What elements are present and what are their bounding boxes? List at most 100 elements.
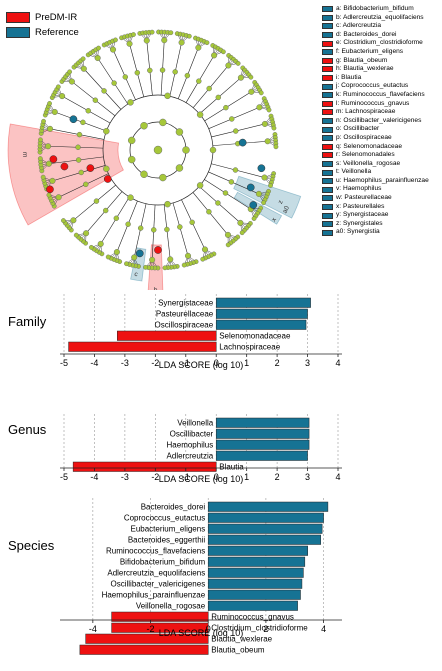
clade-node-order xyxy=(111,80,117,86)
clade-node-leaf xyxy=(225,242,231,248)
clade-node-family xyxy=(178,39,185,46)
bar-blautia_wexlerae xyxy=(85,633,209,644)
cladogram-key-swatch xyxy=(322,152,333,159)
clade-node-family xyxy=(149,256,156,263)
clade-node-class xyxy=(175,164,184,172)
cladogram-key-swatch xyxy=(322,40,333,47)
clade-node-order xyxy=(223,104,229,111)
clade-node-class xyxy=(127,194,134,201)
cladogram-key-label: u: Haemophilus_parainfluenzae xyxy=(336,176,429,184)
clade-node-order xyxy=(101,88,107,94)
clade-node-leaf xyxy=(221,49,226,55)
lda-bar-charts: Synergistaceae Pasteurellaceae Oscillospir… xyxy=(8,294,342,655)
clade-node-family xyxy=(211,52,218,59)
clade-node-family xyxy=(113,249,120,256)
clade-node-order xyxy=(222,190,229,196)
x-tick-label: -4 xyxy=(90,358,98,368)
bar-synergistaceae xyxy=(215,297,311,308)
cladogram-key-swatch xyxy=(322,186,333,193)
bar-label: Pasteurellaceae xyxy=(156,309,214,318)
cladogram-key-item: e: Clostridium_clostridioforme xyxy=(322,39,429,48)
bar-bifidobacterium_bifidum xyxy=(207,556,306,567)
cladogram-key-swatch xyxy=(322,212,333,219)
clade-node-significant xyxy=(257,164,266,173)
cladogram-key-item: a: Bifidobacterium_bifidum xyxy=(322,5,429,14)
x-tick-label: -3 xyxy=(121,358,129,368)
cladogram-key-item: q: Selenomonadaceae xyxy=(322,143,429,152)
cladogram-key-swatch xyxy=(322,83,333,90)
chart-title: Species xyxy=(8,538,55,553)
bar-label: Oscillibacter_valericigenes xyxy=(110,579,205,588)
cladogram-key-item: x: Pasteurellales xyxy=(322,203,429,212)
clade-node-order xyxy=(134,70,140,76)
bar-label: Selenomonadaceae xyxy=(219,331,291,340)
bar-selenomonadaceae xyxy=(117,330,217,341)
clade-node-order xyxy=(184,72,191,79)
clade-node-significant xyxy=(60,162,69,171)
clade-node-family xyxy=(237,219,244,226)
clade-node-significant xyxy=(246,183,255,192)
clade-node-family xyxy=(261,174,268,181)
x-tick-label: -3 xyxy=(121,472,129,482)
legend-label-reference: Reference xyxy=(35,27,79,38)
cladogram-key-item: u: Haemophilus_parainfluenzae xyxy=(322,177,429,186)
x-tick-label: 2 xyxy=(263,624,268,634)
clade-node-order xyxy=(159,67,166,73)
clade-node-significant xyxy=(238,138,247,147)
cladogram-key-label: z: Synergistales xyxy=(336,219,383,227)
clade-node-order xyxy=(233,128,239,134)
cladogram-key-swatch xyxy=(322,14,333,21)
clade-node-family xyxy=(255,190,262,197)
clade-node-family xyxy=(94,55,101,62)
cladogram-key-label: m: Lachnospiraceae xyxy=(336,108,396,116)
clade-node-family xyxy=(224,231,231,238)
clade-node-family xyxy=(110,46,117,53)
clade-node-family xyxy=(83,230,90,237)
clade-node-order xyxy=(76,131,83,138)
clade-node-leaf xyxy=(40,174,46,180)
clade-node-order xyxy=(93,198,100,204)
bar-ruminococcus_gnavus xyxy=(111,611,209,622)
clade-node-leaf xyxy=(258,90,264,96)
clade-node-leaf xyxy=(168,30,174,36)
x-tick-label: 1 xyxy=(244,472,249,482)
clade-sector-letter: c xyxy=(134,271,139,279)
cladogram-key-item: w: Pasteurellaceae xyxy=(322,194,429,203)
clade-node-class xyxy=(140,170,148,178)
clade-node-class xyxy=(164,200,171,208)
bar-chart-species: Bacteroides_dorei Coprococcus_eutactus Eub… xyxy=(8,498,342,655)
x-tick-label: 3 xyxy=(305,472,310,482)
clade-node-order xyxy=(177,224,183,230)
cladogram-key-item: f: Eubacterium_eligens xyxy=(322,48,429,57)
bar-bacteroides_dorei xyxy=(207,501,329,512)
clade-node-class xyxy=(103,165,110,173)
x-axis-label: LDA SCORE (log 10) xyxy=(159,474,244,484)
cladogram-key-label: x: Pasteurellales xyxy=(336,202,385,210)
cladogram-key-label: i: Blautia xyxy=(336,73,362,81)
cladogram-key-swatch xyxy=(322,92,333,99)
bar-label: Bifidobacterium_bifidum xyxy=(120,557,206,566)
x-tick-label: -5 xyxy=(60,472,68,482)
clade-node-leaf xyxy=(131,32,136,37)
clade-node-leaf xyxy=(80,56,86,62)
bar-adlercreutzia xyxy=(215,450,308,461)
clade-node-family xyxy=(256,104,263,111)
clade-node-leaf xyxy=(251,216,257,221)
bar-oscillibacter_valericigenes xyxy=(207,578,303,589)
cladogram-key-item: d: Bacteroides_dorei xyxy=(322,31,429,40)
bar-label: Veillonella xyxy=(177,418,214,427)
bar-label: Coprococcus_eutactus xyxy=(124,513,205,522)
clade-node-significant xyxy=(103,175,112,183)
x-axis-label: LDA SCORE (log 10) xyxy=(159,628,244,638)
cladogram-key-label: q: Selenomonadaceae xyxy=(336,142,402,150)
clade-node-leaf xyxy=(73,232,79,238)
clade-node-class xyxy=(164,92,171,100)
bar-haemophilus_parainfluenzae xyxy=(207,589,301,600)
legend-swatch-reference xyxy=(6,27,30,38)
cladogram-key-swatch xyxy=(322,66,333,73)
cladogram-key-swatch xyxy=(322,169,333,176)
cladogram-key-swatch xyxy=(322,203,333,210)
cladogram-key-swatch xyxy=(322,23,333,30)
clade-node-order xyxy=(172,69,178,75)
bar-label: Haemophilus_parainfluenzae xyxy=(102,590,206,599)
